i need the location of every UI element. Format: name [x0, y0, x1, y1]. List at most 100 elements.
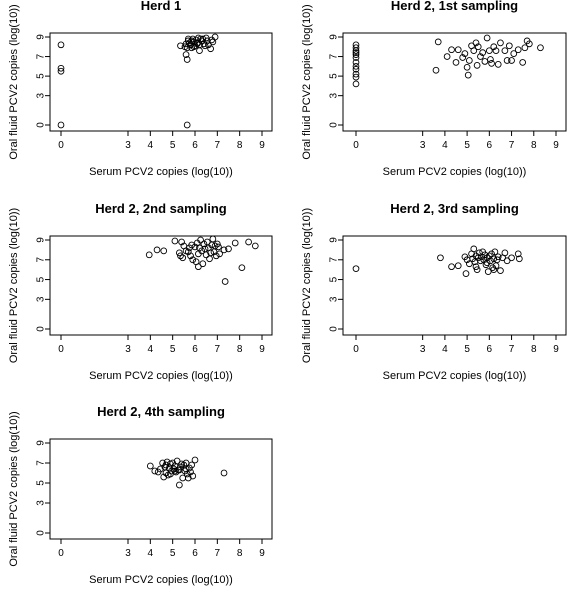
- y-tick-label: 7: [36, 460, 47, 466]
- y-tick-label: 9: [329, 34, 340, 40]
- data-point: [57, 64, 65, 72]
- data-points: [352, 245, 523, 277]
- data-point: [160, 473, 168, 481]
- data-point: [470, 47, 478, 55]
- data-point: [182, 51, 190, 58]
- data-point: [159, 459, 166, 467]
- x-tick-label: 4: [442, 140, 448, 151]
- data-point: [198, 247, 206, 255]
- data-point: [188, 461, 196, 469]
- data-point: [477, 257, 484, 265]
- y-axis-label: Oral fluid PCV2 copies (log(10)): [8, 4, 20, 159]
- data-point: [454, 46, 462, 54]
- x-tick-label: 6: [192, 140, 198, 151]
- data-point: [472, 39, 480, 47]
- data-point: [501, 249, 509, 257]
- panel-herd-2-3rd-sampling: Herd 2, 3rd sampling 0 3 4 5 6 7 8 9 0 3 5 7 9 Serum…: [301, 201, 567, 382]
- data-point: [352, 70, 360, 78]
- data-point: [485, 47, 493, 55]
- x-tick-label: 0: [58, 548, 64, 559]
- data-point: [178, 238, 185, 246]
- tick-labels: 0 3 4 5 6 7 8 9 0 3 5 7 9: [329, 34, 560, 151]
- data-point: [479, 49, 487, 56]
- y-axis-label: Oral fluid PCV2 copies (log(10)): [8, 411, 20, 566]
- data-point: [197, 236, 204, 244]
- data-point: [183, 121, 191, 129]
- x-tick-label: 7: [509, 140, 515, 151]
- x-tick-label: 3: [125, 344, 131, 355]
- data-point: [212, 252, 220, 260]
- data-point: [57, 67, 65, 75]
- data-point: [352, 44, 360, 52]
- data-point: [184, 474, 192, 482]
- data-point: [162, 461, 170, 469]
- data-point: [490, 266, 498, 274]
- data-point: [352, 47, 360, 55]
- data-point: [461, 50, 469, 57]
- panel-herd-2-2nd-sampling: Herd 2, 2nd sampling 0 3 4 5 6 7 8 9 0 3 5 7 9 Serum…: [8, 201, 273, 382]
- data-point: [171, 237, 179, 245]
- data-point: [206, 255, 213, 263]
- y-tick-label: 3: [36, 296, 47, 302]
- x-tick-label: 0: [58, 140, 64, 151]
- data-point: [514, 250, 522, 258]
- y-tick-label: 5: [36, 73, 47, 79]
- data-point: [177, 252, 184, 260]
- data-point: [183, 56, 191, 63]
- data-point: [473, 266, 481, 274]
- data-point: [196, 47, 203, 55]
- data-point: [221, 278, 229, 285]
- data-point: [525, 40, 533, 48]
- data-point: [225, 245, 232, 253]
- tick-labels: 0 3 4 5 6 7 8 9 0 3 5 7 9: [36, 34, 266, 151]
- data-point: [463, 63, 471, 71]
- x-tick-label: 8: [237, 548, 243, 559]
- data-point: [472, 263, 480, 271]
- y-axis-label: Oral fluid PCV2 copies (log(10)): [301, 4, 313, 159]
- y-tick-label: 0: [329, 122, 340, 128]
- data-point: [492, 47, 500, 55]
- x-tick-label: 7: [509, 344, 515, 355]
- data-point: [494, 61, 502, 68]
- y-tick-label: 0: [329, 326, 340, 332]
- x-tick-label: 7: [215, 548, 221, 559]
- data-point: [199, 35, 207, 43]
- data-point: [207, 45, 214, 53]
- x-tick-label: 9: [553, 140, 559, 151]
- x-tick-label: 0: [353, 344, 359, 355]
- data-point: [494, 253, 502, 261]
- data-point: [188, 37, 196, 45]
- x-axis-label: Serum PCV2 copies (log(10)): [383, 370, 527, 382]
- y-tick-label: 7: [329, 257, 340, 263]
- data-point: [459, 54, 467, 61]
- data-points: [57, 33, 219, 129]
- data-point: [245, 238, 252, 246]
- data-point: [168, 467, 175, 475]
- data-point: [477, 53, 484, 60]
- data-point: [432, 66, 440, 74]
- data-point: [508, 254, 515, 262]
- data-point: [176, 249, 183, 257]
- data-point: [183, 44, 191, 52]
- plot-frame: [49, 438, 273, 540]
- panel-title: Herd 2, 2nd sampling: [95, 201, 227, 216]
- x-tick-label: 6: [192, 344, 198, 355]
- data-point: [208, 36, 216, 44]
- tick-labels: 0 3 4 5 6 7 8 9 0 3 5 7 9: [36, 237, 266, 355]
- data-point: [434, 38, 442, 46]
- x-tick-label: 8: [531, 344, 537, 355]
- y-tick-label: 5: [329, 276, 340, 282]
- data-point: [352, 49, 360, 56]
- data-point: [490, 255, 498, 263]
- y-tick-label: 3: [36, 500, 47, 506]
- data-point: [452, 59, 460, 66]
- data-point: [209, 235, 217, 243]
- data-point: [191, 243, 199, 251]
- data-point: [201, 42, 209, 50]
- y-tick-label: 7: [329, 53, 340, 59]
- data-point: [145, 251, 153, 259]
- y-tick-label: 0: [36, 326, 47, 332]
- data-point: [515, 255, 523, 263]
- data-point: [454, 262, 462, 270]
- data-point: [182, 465, 190, 473]
